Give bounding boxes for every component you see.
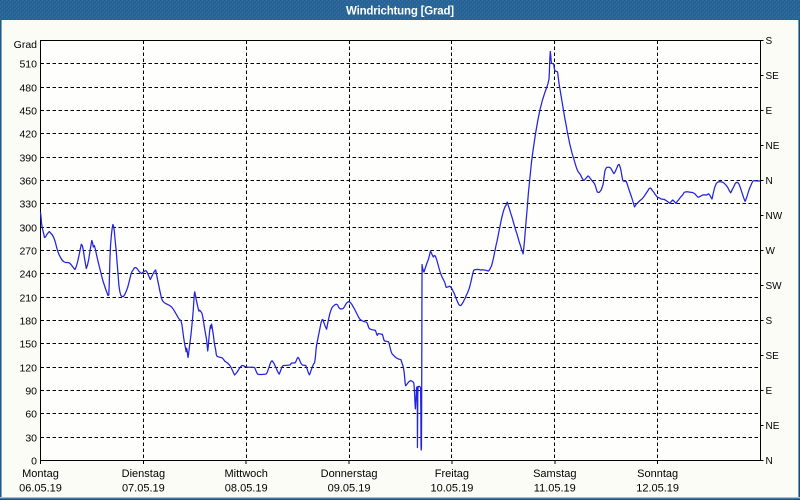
svg-text:Grad: Grad [14,39,38,51]
svg-text:0: 0 [31,455,37,467]
svg-text:330: 330 [19,198,37,210]
svg-text:420: 420 [19,128,37,140]
svg-text:10.05.19: 10.05.19 [431,483,474,495]
svg-text:Mittwoch: Mittwoch [225,468,268,480]
svg-text:480: 480 [19,82,37,94]
svg-text:Dienstag: Dienstag [122,468,165,480]
svg-text:09.05.19: 09.05.19 [328,483,371,495]
svg-text:60: 60 [25,408,37,420]
svg-text:08.05.19: 08.05.19 [225,483,268,495]
svg-text:30: 30 [25,432,37,444]
svg-text:N: N [766,456,773,467]
svg-text:90: 90 [25,385,37,397]
svg-text:300: 300 [19,222,37,234]
svg-text:Donnerstag: Donnerstag [321,468,378,480]
svg-text:450: 450 [19,105,37,117]
svg-text:NE: NE [766,141,780,152]
svg-text:390: 390 [19,152,37,164]
svg-text:11.05.19: 11.05.19 [534,483,576,495]
svg-text:SW: SW [766,281,783,292]
svg-text:180: 180 [19,315,37,327]
svg-text:360: 360 [19,175,37,187]
svg-text:Sonntag: Sonntag [637,468,678,480]
svg-text:270: 270 [19,245,37,257]
svg-text:240: 240 [19,268,37,280]
svg-text:210: 210 [19,292,37,304]
svg-text:E: E [766,386,773,397]
svg-text:S: S [766,36,773,47]
svg-text:150: 150 [19,338,37,350]
svg-text:120: 120 [19,362,37,374]
svg-text:12.05.19: 12.05.19 [636,483,679,495]
svg-text:NW: NW [766,211,783,222]
svg-text:S: S [766,316,773,327]
svg-text:Freitag: Freitag [435,468,469,480]
svg-text:510: 510 [19,58,37,70]
svg-text:E: E [766,106,773,117]
svg-text:SE: SE [766,351,780,362]
svg-text:NE: NE [766,421,780,432]
svg-text:Windrichtung [Grad]: Windrichtung [Grad] [346,6,454,18]
svg-text:Montag: Montag [22,468,59,480]
svg-text:N: N [766,176,773,187]
svg-text:06.05.19: 06.05.19 [19,483,62,495]
svg-text:SE: SE [766,71,780,82]
svg-text:W: W [766,246,776,257]
svg-text:Samstag: Samstag [533,468,576,480]
svg-text:07.05.19: 07.05.19 [122,483,165,495]
